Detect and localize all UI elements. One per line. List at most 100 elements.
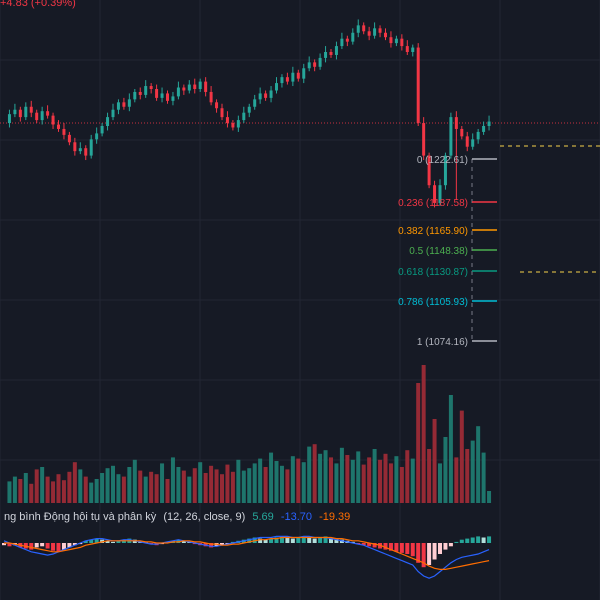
macd-histogram-bar <box>285 537 290 543</box>
macd-histogram-bar <box>72 543 77 546</box>
volume-bar <box>89 482 94 503</box>
volume-bar <box>176 467 181 503</box>
macd-histogram-bar <box>416 543 421 563</box>
macd-histogram-bar <box>29 543 34 550</box>
candle-body <box>40 111 44 121</box>
volume-bar <box>405 450 410 503</box>
volume-bar <box>427 449 432 503</box>
macd-histogram-bar <box>465 538 470 543</box>
candle-body <box>329 52 333 55</box>
volume-bar <box>350 459 355 503</box>
volume-bar <box>318 453 323 503</box>
volume-bar <box>421 365 426 503</box>
candle-body <box>57 124 60 129</box>
candle-body <box>138 91 142 95</box>
candle-body <box>225 117 229 124</box>
candle-body <box>29 106 33 113</box>
volume-bar <box>209 465 214 503</box>
volume-bar <box>230 471 235 503</box>
candle-body <box>84 148 88 156</box>
candle-body <box>416 47 420 124</box>
candle-body <box>13 109 17 115</box>
candle-body <box>318 57 322 67</box>
volume-bar <box>100 473 105 503</box>
volume-bar <box>67 471 72 503</box>
volume-bar <box>329 457 333 503</box>
candle-body <box>111 109 115 118</box>
macd-histogram-bar <box>476 536 481 543</box>
volume-bar <box>356 451 361 503</box>
volume-bar <box>121 476 126 503</box>
candle-body <box>285 77 289 82</box>
macd-histogram-bar <box>481 537 486 543</box>
volume-bar <box>410 458 415 503</box>
fib-level-label: 0.786 (1105.93) <box>398 297 468 308</box>
macd-pane <box>2 535 492 579</box>
fib-level-label: 1 (1074.16) <box>417 337 468 348</box>
volume-bar <box>170 457 175 503</box>
macd-histogram-bar <box>61 543 66 550</box>
candle-body <box>275 83 278 91</box>
candle-body <box>166 93 169 101</box>
candle-body <box>405 46 409 52</box>
volume-bars <box>7 365 492 503</box>
fib-level-label: 0.236 (1187.58) <box>398 198 468 209</box>
candle-body <box>171 96 175 101</box>
volume-bar <box>394 456 399 503</box>
macd-title: ng bình Động hội tụ và phân kỳ <box>4 511 157 523</box>
macd-histogram-bar <box>448 543 453 547</box>
candle-body <box>443 155 447 186</box>
candle-body <box>35 112 39 121</box>
candle-body <box>18 109 22 118</box>
candle-body <box>264 93 268 98</box>
macd-histogram-bar <box>312 538 317 543</box>
macd-histogram-bar <box>181 540 186 543</box>
volume-bar <box>72 462 77 503</box>
macd-histogram-bar <box>51 543 56 551</box>
candle-body <box>465 136 469 147</box>
volume-bar <box>132 459 137 503</box>
macd-histogram-bar <box>269 538 274 543</box>
candle-body <box>302 68 306 79</box>
macd-histogram-bar <box>427 543 432 565</box>
volume-bar <box>241 470 246 503</box>
macd-histogram-bar <box>220 543 224 546</box>
dashed-range-box[interactable] <box>500 145 600 273</box>
candle-body <box>422 123 426 156</box>
candle-body <box>324 52 328 58</box>
macd-histogram-bar <box>307 537 312 543</box>
macd-histogram-bar <box>290 538 295 543</box>
volume-bar <box>465 449 470 503</box>
candle-body <box>460 128 464 137</box>
candle-body <box>176 87 180 97</box>
macd-histogram-bar <box>432 543 437 560</box>
fibonacci-retracement[interactable]: 0 (1222.61) 0.236 (1187.58) 0.382 (1165.90… <box>398 155 497 348</box>
candle-body <box>296 72 300 79</box>
volume-bar <box>378 459 383 503</box>
candle-body <box>269 90 273 98</box>
candle-body <box>433 185 437 203</box>
volume-bar <box>388 463 393 503</box>
volume-bar <box>40 467 45 503</box>
candle-body <box>378 28 382 33</box>
macd-histogram-bar <box>2 543 6 546</box>
volume-bar <box>416 383 421 503</box>
candle-body <box>106 117 110 126</box>
volume-bar <box>203 473 208 503</box>
candle-body <box>193 84 197 89</box>
macd-histogram-bar <box>94 538 99 543</box>
candle-body <box>46 111 50 116</box>
macd-legend[interactable]: ng bình Động hội tụ và phân kỳ (12, 26, … <box>0 511 350 523</box>
volume-bar <box>160 463 165 503</box>
volume-bar <box>56 474 61 503</box>
macd-histogram-value: 5.69 <box>252 511 274 523</box>
fib-level-label: 0 (1222.61) <box>417 155 468 166</box>
fib-level-label: 0.618 (1130.87) <box>398 267 468 278</box>
candle-body <box>242 112 246 121</box>
volume-bar <box>105 468 110 503</box>
volume-bar <box>312 444 317 503</box>
volume-bar <box>372 449 377 503</box>
macd-settings: (12, 26, close, 9) <box>163 511 246 523</box>
volume-bar <box>448 395 453 503</box>
